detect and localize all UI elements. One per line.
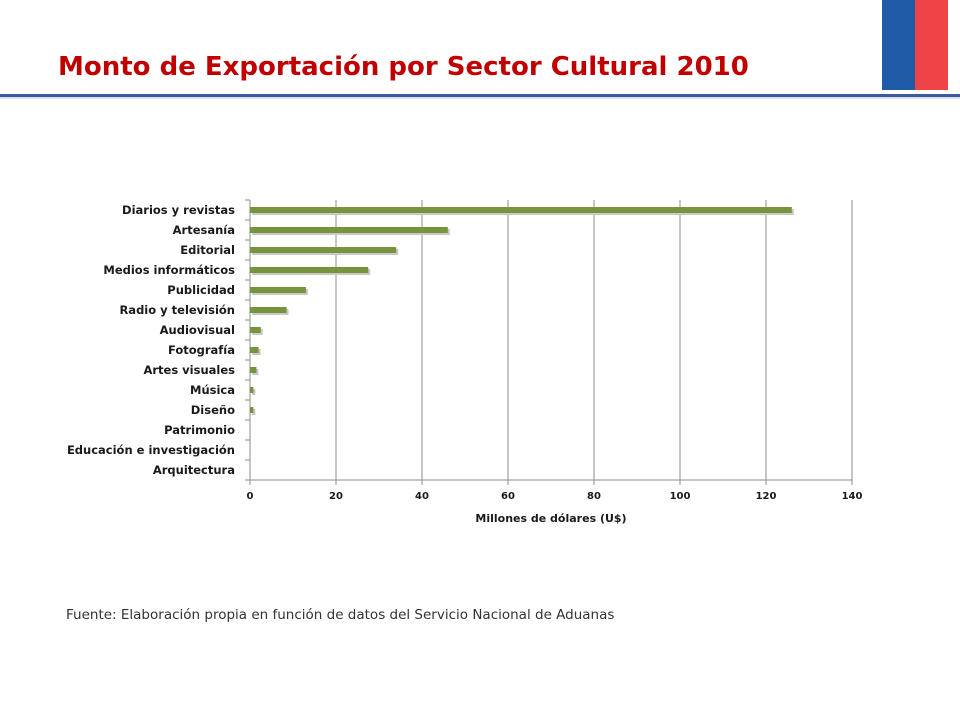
category-label: Artes visuales bbox=[143, 363, 235, 377]
title-underline bbox=[0, 94, 960, 97]
bar bbox=[250, 227, 448, 233]
flag-red-stripe bbox=[915, 0, 948, 90]
x-tick-label: 60 bbox=[501, 491, 515, 502]
category-label: Arquitectura bbox=[153, 463, 235, 477]
x-tick-label: 100 bbox=[670, 491, 691, 502]
title-underline-shadow bbox=[0, 97, 960, 100]
category-label: Diarios y revistas bbox=[122, 203, 235, 217]
category-label: Artesanía bbox=[173, 223, 235, 237]
chart-tick-labels: 0 20 40 60 80 100 120 140 bbox=[247, 491, 863, 502]
chart-gridlines bbox=[335, 200, 853, 480]
x-tick-label: 40 bbox=[415, 491, 429, 502]
category-label: Fotografía bbox=[168, 343, 235, 357]
category-label: Publicidad bbox=[167, 283, 235, 297]
category-label: Diseño bbox=[191, 403, 235, 417]
x-axis-title: Millones de dólares (U$) bbox=[475, 512, 626, 525]
chile-flag-decoration-top bbox=[882, 0, 948, 90]
x-tick-label: 20 bbox=[329, 491, 343, 502]
bar-shadow bbox=[252, 409, 256, 415]
category-label: Radio y televisión bbox=[119, 303, 235, 317]
category-label: Patrimonio bbox=[164, 423, 235, 437]
category-label: Medios informáticos bbox=[103, 263, 235, 277]
x-tick-label: 0 bbox=[247, 491, 254, 502]
bar bbox=[250, 207, 792, 213]
flag-blue-stripe bbox=[882, 0, 915, 90]
category-label: Música bbox=[190, 383, 235, 397]
bar-shadow bbox=[252, 389, 256, 395]
x-tick-label: 80 bbox=[587, 491, 601, 502]
category-label: Audiovisual bbox=[160, 323, 235, 337]
category-label: Editorial bbox=[180, 243, 235, 257]
export-bar-chart: Diarios y revistas Artesanía Editorial Medi… bbox=[67, 199, 863, 525]
bar bbox=[250, 287, 306, 293]
bar bbox=[250, 247, 397, 253]
bar bbox=[250, 307, 287, 313]
x-tick-label: 120 bbox=[756, 491, 777, 502]
bar bbox=[250, 407, 254, 413]
bar bbox=[250, 267, 369, 273]
chart-bars bbox=[250, 207, 794, 473]
bar bbox=[250, 387, 254, 393]
x-tick-label: 140 bbox=[842, 491, 863, 502]
slide-title: Monto de Exportación por Sector Cultural… bbox=[58, 52, 749, 82]
bar bbox=[250, 347, 259, 353]
source-note: Fuente: Elaboración propia en función de… bbox=[66, 607, 615, 623]
bar bbox=[250, 327, 261, 333]
category-label: Educación e investigación bbox=[67, 443, 235, 457]
bar bbox=[250, 367, 257, 373]
chart-axes bbox=[245, 199, 853, 485]
chart-category-labels: Diarios y revistas Artesanía Editorial Medi… bbox=[67, 203, 235, 477]
